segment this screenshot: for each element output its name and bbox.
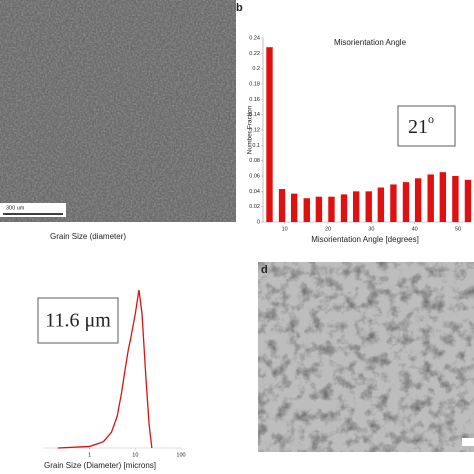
y-tick-label: 0.16 [249, 97, 260, 103]
bar [303, 198, 310, 222]
annotation: 11.6 μm [45, 310, 111, 332]
bar [439, 172, 447, 222]
y-tick-label: 0 [257, 219, 260, 225]
bar [340, 194, 348, 222]
x-tick-label: 10 [282, 226, 288, 232]
bar [390, 184, 397, 222]
chart-title: Misorientation Angle [334, 38, 407, 47]
x-tick-label: 1 [88, 452, 91, 458]
bar [464, 179, 472, 222]
bar [328, 196, 335, 222]
line [57, 289, 153, 449]
micrograph-texture [258, 262, 474, 452]
y-tick-label: 0.06 [249, 173, 260, 179]
bar [266, 47, 273, 223]
bar [315, 196, 323, 222]
x-axis-label: Misorientation Angle [degrees] [311, 235, 419, 244]
x-axis-label: Grain Size (Diameter) [microns] [44, 461, 156, 470]
bar [427, 174, 434, 222]
x-tick-label: 100 [176, 452, 185, 458]
x-tick-label: 20 [325, 226, 331, 232]
bar [352, 191, 360, 222]
x-tick-label: 40 [412, 226, 418, 232]
y-tick-label: 0.04 [249, 189, 260, 195]
y-tick-label: 0.24 [249, 35, 260, 41]
y-tick-label: 0.08 [249, 158, 260, 164]
bar [377, 187, 385, 222]
y-tick-label: 0.14 [249, 112, 260, 118]
annotation-box [397, 105, 456, 147]
panel-label: b [236, 2, 243, 14]
y-tick-label: 0.12 [249, 127, 260, 133]
y-tick-label: 0.1 [252, 143, 260, 149]
bar [414, 178, 422, 222]
y-tick-label: 0.22 [249, 51, 260, 57]
bar [402, 182, 410, 222]
bar [291, 193, 298, 222]
annotation-box [37, 297, 119, 344]
bar [278, 189, 286, 222]
y-tick-label: 0.18 [249, 81, 260, 87]
y-tick-label: 0.2 [252, 66, 260, 72]
x-tick-label: 50 [455, 226, 461, 232]
caption: Grain Size (diameter) [50, 232, 126, 241]
bar [452, 176, 459, 222]
scale-bar-box [462, 438, 474, 446]
annotation: 21o [408, 112, 434, 138]
micrograph-texture [0, 0, 236, 222]
y-axis-label: Number Fraction [247, 105, 254, 154]
bar [365, 191, 372, 222]
y-tick-label: 0.02 [249, 204, 260, 210]
panel-label: d [261, 264, 268, 276]
scale-bar-label: 300 um [6, 205, 25, 211]
x-tick-label: 10 [132, 452, 138, 458]
x-tick-label: 30 [368, 226, 374, 232]
